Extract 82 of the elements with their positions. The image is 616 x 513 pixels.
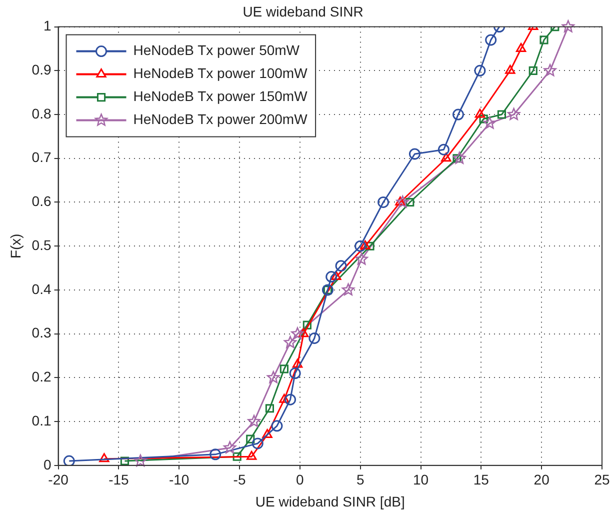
x-tick-label: -5 (233, 472, 246, 488)
y-tick-label: 0.3 (32, 324, 52, 341)
x-tick-label: -15 (108, 472, 130, 488)
point (271, 420, 283, 432)
point (120, 456, 130, 466)
point (291, 327, 304, 340)
point (396, 196, 409, 208)
point (134, 454, 147, 467)
point (406, 198, 414, 207)
x-tick-label: 20 (534, 472, 550, 488)
point (453, 152, 466, 164)
point (246, 434, 255, 444)
y-axis-title: F(x) (7, 234, 24, 259)
point (355, 252, 368, 265)
y-tick-label: 0.2 (32, 368, 52, 385)
point (289, 368, 301, 380)
point (326, 271, 338, 283)
point (210, 448, 222, 460)
point (252, 438, 264, 450)
legend-label: HeNodeB Tx power 200mW (133, 111, 308, 128)
legend-label: HeNodeB Tx power 150mW (133, 88, 308, 104)
point (246, 450, 257, 460)
y-tick-label: 0.1 (32, 412, 52, 428)
legend-label: HeNodeB Tx power 100mW (133, 65, 308, 82)
point (507, 108, 520, 120)
x-tick-label: 15 (473, 472, 490, 488)
point (366, 242, 374, 250)
point (266, 371, 280, 384)
point (223, 441, 236, 454)
point (342, 283, 355, 296)
point (265, 404, 274, 413)
point (516, 42, 526, 52)
point (544, 64, 556, 76)
point (505, 64, 516, 74)
point (562, 20, 575, 32)
point (408, 148, 420, 160)
point (479, 114, 488, 124)
point (335, 260, 347, 272)
point (292, 358, 303, 368)
point (474, 108, 486, 118)
x-tick-label: 10 (412, 472, 429, 488)
point (540, 36, 548, 44)
point (378, 196, 390, 208)
point (441, 152, 452, 162)
chart-title: UE wideband SINR (242, 3, 364, 20)
point (284, 394, 296, 406)
point (438, 144, 450, 156)
point (485, 34, 497, 46)
point (528, 66, 538, 75)
x-tick-label: 25 (594, 472, 610, 488)
point (232, 452, 242, 461)
y-tick-label: 0.6 (32, 193, 52, 210)
point (302, 320, 312, 330)
y-tick-label: 0.9 (32, 62, 52, 78)
point (248, 414, 260, 428)
point (284, 336, 297, 348)
y-tick-label: 0.7 (32, 149, 52, 166)
y-tick-label: 0.8 (32, 105, 52, 122)
y-tick-label: 0 (43, 456, 52, 472)
point (280, 364, 288, 374)
point (298, 328, 309, 338)
x-tick-label: -10 (168, 472, 190, 488)
point (360, 240, 370, 250)
y-tick-label: 0.4 (32, 280, 52, 297)
point (483, 116, 496, 129)
point (262, 428, 272, 438)
x-tick-label: 0 (296, 472, 304, 488)
point (279, 394, 290, 403)
point (99, 453, 110, 462)
point (331, 271, 342, 280)
x-axis-title: UE wideband SINR [dB] (255, 493, 405, 510)
y-tick-label: 0.5 (32, 236, 52, 253)
point (354, 240, 366, 252)
point (452, 108, 464, 120)
point (308, 332, 320, 344)
point (63, 455, 75, 466)
x-tick-label: 5 (356, 472, 364, 488)
legend-label: HeNodeB Tx power 50mW (133, 42, 300, 58)
point (497, 110, 506, 119)
x-tick-label: -20 (48, 472, 69, 488)
point (474, 64, 486, 76)
y-tick-label: 1 (43, 18, 52, 34)
